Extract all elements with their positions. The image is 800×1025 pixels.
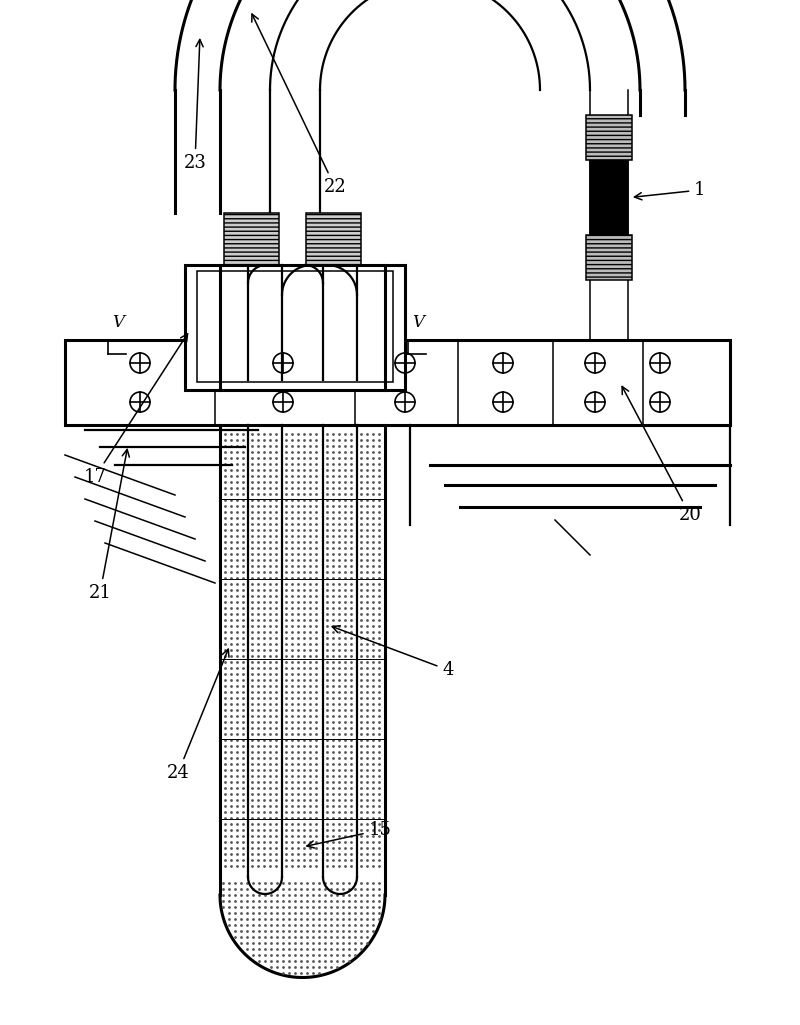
Text: 21: 21 (89, 449, 130, 602)
Bar (224, 213, 279, 265)
Bar (586, 115, 632, 160)
Bar (306, 213, 361, 265)
Text: V: V (112, 314, 124, 331)
Bar (185, 265, 405, 390)
Text: 22: 22 (252, 14, 346, 196)
Text: 17: 17 (83, 334, 187, 486)
Bar (197, 271, 393, 382)
Text: 23: 23 (183, 40, 206, 172)
Text: 1: 1 (634, 181, 706, 200)
Bar (590, 160, 628, 235)
Text: 4: 4 (332, 625, 454, 679)
Bar (586, 235, 632, 280)
Text: 20: 20 (622, 386, 702, 524)
Text: V: V (412, 314, 424, 331)
Text: 24: 24 (166, 649, 229, 782)
Text: 15: 15 (307, 821, 391, 848)
Bar (65, 340, 730, 425)
